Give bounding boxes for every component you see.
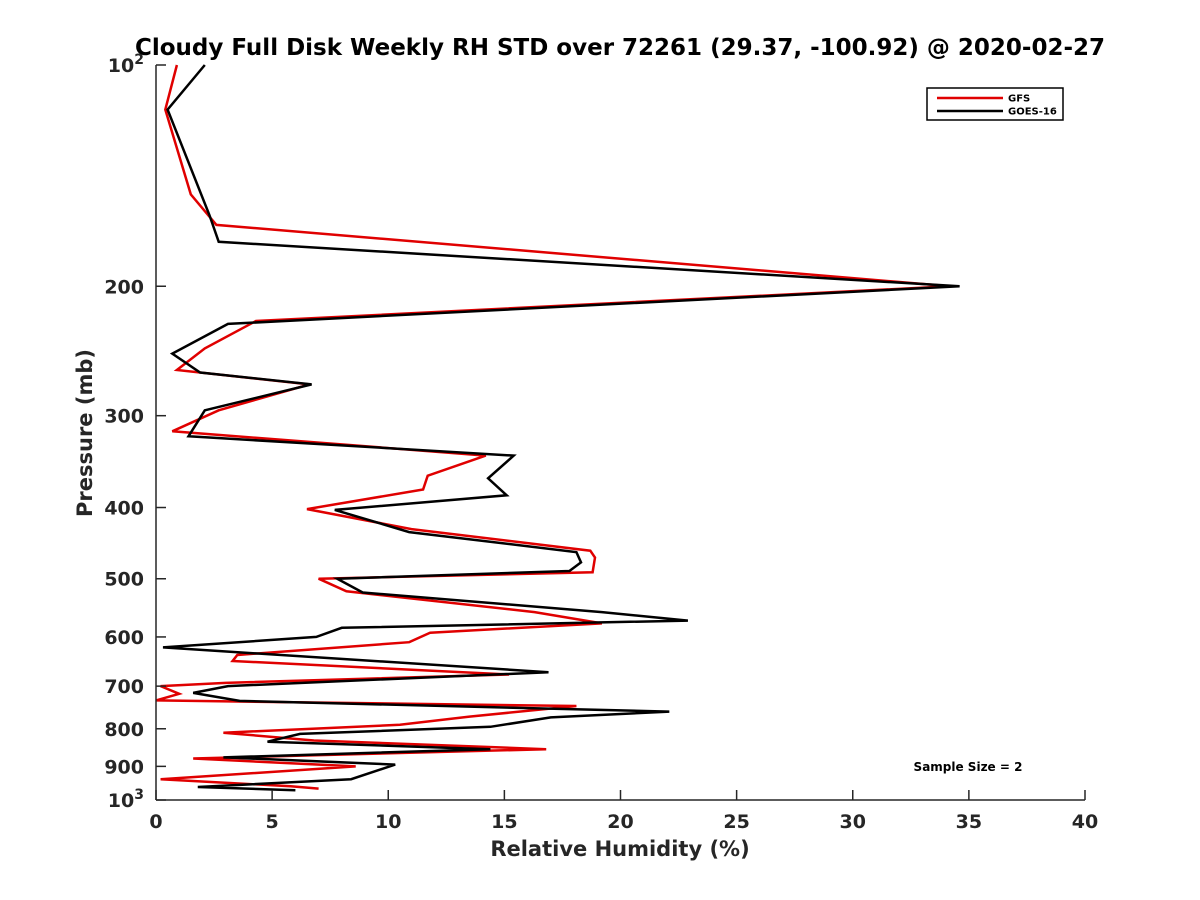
y-tick-label: 200 (104, 276, 144, 298)
y-tick-label: 700 (104, 676, 144, 698)
x-axis: 0 5 10 15 20 25 30 35 40 (149, 790, 1098, 833)
y-tick-label: 800 (104, 719, 144, 741)
x-tick-label: 20 (607, 811, 633, 833)
y-tick-label: 900 (104, 756, 144, 778)
plot-area (155, 64, 960, 792)
x-tick-label: 30 (840, 811, 866, 833)
legend-label: GOES-16 (1008, 107, 1057, 118)
x-tick-label: 10 (375, 811, 401, 833)
y-tick-label: 300 (104, 406, 144, 428)
x-tick-label: 15 (491, 811, 517, 833)
chart-title: Cloudy Full Disk Weekly RH STD over 7226… (135, 35, 1105, 61)
y-axis: 102 200 300 400 500 600 700 800 900 103 (104, 52, 166, 812)
x-tick-label: 40 (1072, 811, 1098, 833)
x-tick-label: 0 (149, 811, 162, 833)
series-line-gfs (155, 64, 951, 790)
legend-box (926, 87, 1064, 121)
legend-label: GFS (1008, 94, 1030, 105)
x-axis-label: Relative Humidity (%) (490, 837, 749, 861)
y-axis-label: Pressure (mb) (73, 349, 97, 517)
y-tick-label: 102 (108, 52, 144, 77)
x-tick-label: 25 (723, 811, 749, 833)
y-tick-label: 600 (104, 627, 144, 649)
y-tick-label: 400 (104, 498, 144, 520)
series-line-goes-16 (162, 64, 960, 792)
legend: GFS GOES-16 (926, 87, 1064, 121)
x-tick-label: 5 (266, 811, 279, 833)
x-tick-label: 35 (956, 811, 982, 833)
y-tick-label: 500 (104, 569, 144, 591)
sample-size-annotation: Sample Size = 2 (914, 760, 1023, 774)
y-tick-label: 103 (108, 787, 144, 812)
